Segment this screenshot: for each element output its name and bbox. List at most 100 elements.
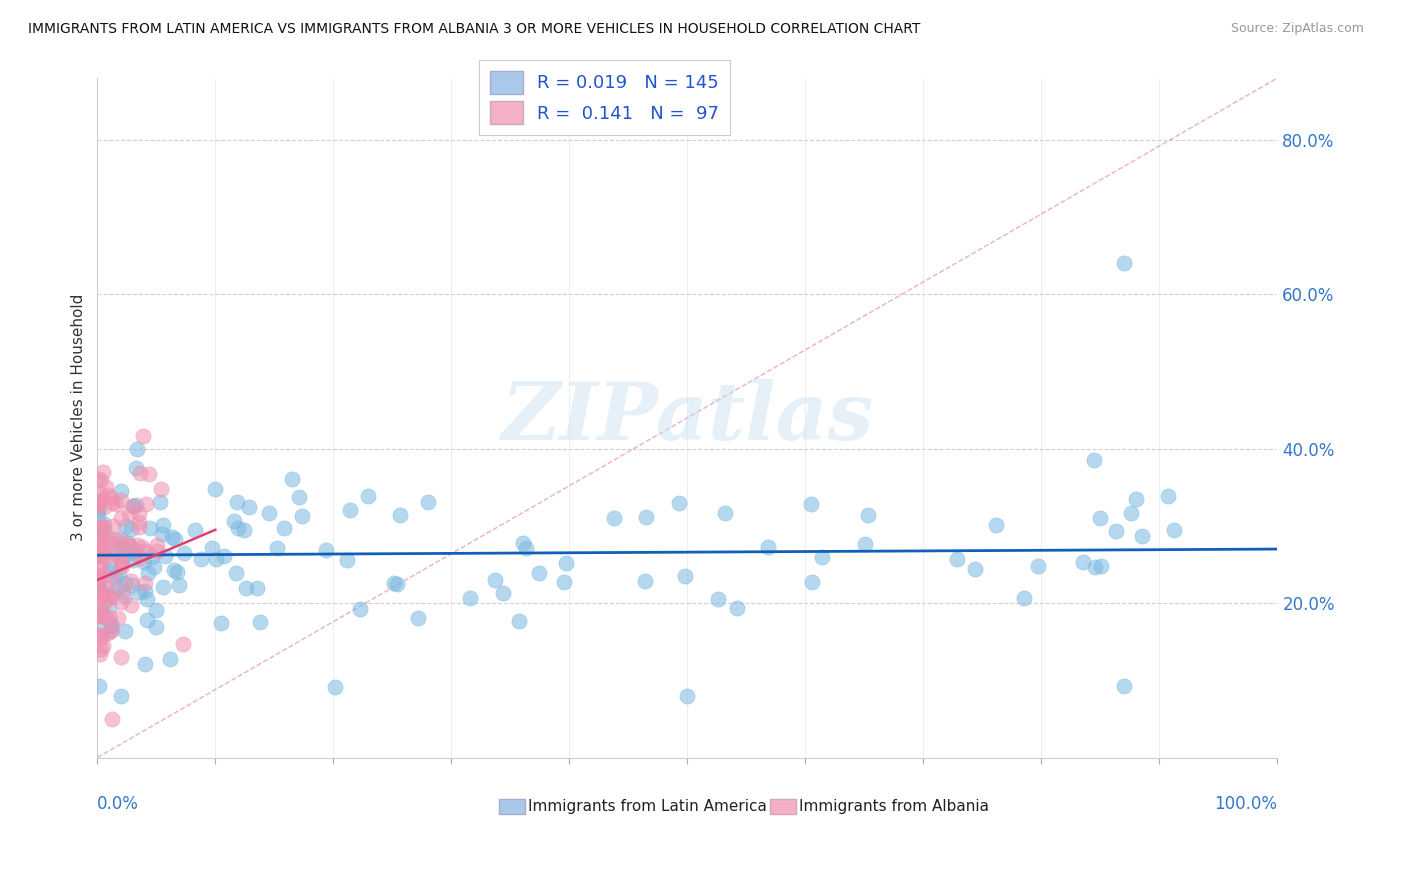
Point (86, 549, 108, 563)
Point (134, 555, 156, 569)
Point (100, 617, 122, 632)
Y-axis label: 3 or more Vehicles in Household: 3 or more Vehicles in Household (72, 294, 86, 541)
Point (120, 521, 142, 535)
Point (94, 549, 117, 564)
Point (101, 545, 124, 559)
Point (1130, 529, 1153, 543)
Point (249, 615, 271, 629)
Point (273, 520, 295, 534)
Point (90, 561, 112, 575)
Point (110, 557, 132, 571)
Point (159, 652, 181, 666)
FancyBboxPatch shape (499, 799, 524, 814)
Point (811, 549, 834, 564)
Point (110, 689, 132, 703)
Point (100, 712, 122, 726)
Point (675, 568, 697, 582)
Point (1119, 506, 1142, 520)
Point (120, 574, 142, 588)
Point (128, 520, 150, 534)
Point (406, 610, 429, 624)
Legend: R = 0.019   N = 145, R =  0.141   N =  97: R = 0.019 N = 145, R = 0.141 N = 97 (479, 60, 730, 136)
Point (110, 540, 132, 554)
Point (94, 587, 117, 601)
Point (356, 489, 378, 503)
Point (1112, 256, 1135, 270)
Point (87, 496, 110, 510)
Point (90, 629, 112, 643)
Point (800, 497, 823, 511)
Point (388, 508, 411, 522)
Point (97, 600, 120, 615)
Point (339, 502, 361, 516)
Point (135, 591, 157, 606)
Point (138, 467, 160, 481)
Point (139, 521, 162, 535)
Point (96, 533, 118, 547)
Point (1012, 591, 1035, 606)
Point (190, 552, 212, 566)
Point (382, 575, 405, 590)
Point (97, 625, 120, 640)
Point (458, 591, 481, 605)
Point (86, 569, 108, 583)
Point (129, 550, 152, 565)
Point (108, 532, 131, 546)
Point (336, 553, 359, 567)
Point (87, 508, 110, 523)
Point (107, 611, 129, 625)
Point (121, 499, 143, 513)
Point (101, 586, 124, 600)
Text: Source: ZipAtlas.com: Source: ZipAtlas.com (1230, 22, 1364, 36)
Point (87, 539, 110, 553)
Point (100, 590, 122, 604)
Point (201, 541, 224, 555)
Point (125, 442, 148, 457)
Point (634, 510, 657, 524)
Point (94, 525, 117, 540)
Point (104, 570, 127, 584)
Point (965, 562, 987, 576)
Point (1157, 489, 1180, 503)
Point (124, 548, 146, 562)
Point (97, 610, 120, 624)
FancyBboxPatch shape (770, 799, 796, 814)
Point (87, 609, 110, 624)
Point (90, 642, 112, 657)
Point (91, 491, 114, 506)
Point (128, 585, 150, 599)
Point (125, 499, 148, 513)
Point (132, 429, 155, 443)
Point (87, 570, 110, 584)
Text: Immigrants from Albania: Immigrants from Albania (800, 799, 990, 814)
Point (89, 571, 111, 585)
Point (87, 536, 110, 550)
Point (131, 540, 153, 554)
Point (707, 592, 730, 607)
Point (107, 567, 129, 582)
Point (128, 466, 150, 480)
Point (86, 627, 108, 641)
Point (1163, 523, 1185, 537)
Point (1083, 452, 1105, 467)
Point (135, 543, 157, 558)
Point (149, 482, 172, 496)
Point (287, 490, 309, 504)
Point (634, 574, 657, 588)
Point (93, 500, 115, 515)
Point (111, 558, 134, 573)
Point (89, 549, 111, 564)
Point (226, 495, 249, 509)
Point (152, 518, 174, 533)
Point (172, 637, 194, 651)
Point (725, 601, 748, 615)
Point (91, 639, 114, 653)
Point (127, 538, 149, 552)
Point (128, 506, 150, 520)
Point (101, 571, 124, 585)
Point (110, 510, 132, 524)
Point (111, 556, 134, 570)
Point (136, 613, 159, 627)
Point (228, 521, 250, 535)
Point (90, 608, 112, 623)
